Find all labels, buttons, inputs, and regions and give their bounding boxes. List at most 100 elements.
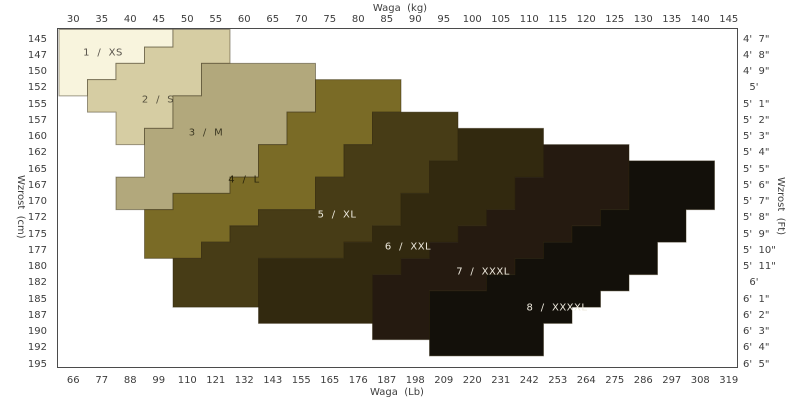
tick-ft-195: 6' 5": [743, 358, 770, 370]
tick-ft-157: 5' 2": [743, 114, 770, 126]
tick-kg-70: 70: [294, 14, 308, 25]
tick-cm-157: 157: [27, 114, 47, 126]
tick-lb-275: 275: [605, 375, 625, 386]
tick-kg-145: 145: [719, 14, 739, 25]
tick-cm-195: 195: [27, 358, 47, 370]
tick-lb-165: 165: [320, 375, 340, 386]
tick-cm-190: 190: [27, 326, 47, 337]
size-label-2: 2 / S: [141, 94, 175, 106]
tick-lb-308: 308: [690, 375, 710, 386]
tick-ft-175: 5' 9": [743, 228, 770, 240]
tick-cm-192: 192: [27, 342, 47, 354]
tick-ft-190: 6' 3": [743, 326, 770, 337]
size-label-3: 3 / M: [188, 127, 224, 139]
tick-lb-110: 110: [177, 375, 197, 386]
tick-lb-242: 242: [519, 375, 539, 386]
tick-ft-177: 5' 10": [743, 244, 776, 256]
tick-kg-30: 30: [66, 14, 80, 25]
tick-lb-66: 66: [66, 375, 80, 386]
tick-cm-162: 162: [27, 147, 47, 159]
tick-lb-132: 132: [234, 375, 254, 386]
axis-title-top: Waga (kg): [372, 3, 428, 14]
tick-lb-143: 143: [263, 375, 283, 386]
tick-kg-105: 105: [491, 14, 511, 25]
tick-kg-65: 65: [266, 14, 280, 25]
tick-ft-150: 4' 9": [743, 66, 770, 77]
axis-title-bottom: Waga (Lb): [370, 387, 424, 398]
tick-lb-220: 220: [462, 375, 482, 386]
tick-kg-135: 135: [662, 14, 682, 25]
tick-ft-155: 5' 1": [743, 98, 770, 110]
tick-lb-99: 99: [152, 375, 166, 386]
tick-ft-172: 5' 8": [743, 212, 770, 224]
axis-title-left: Wzrost (cm): [15, 175, 26, 239]
tick-cm-172: 172: [27, 212, 47, 224]
tick-cm-165: 165: [27, 163, 47, 175]
tick-ft-160: 5' 3": [743, 131, 770, 142]
tick-ft-145: 4' 7": [743, 33, 770, 45]
size-label-6: 6 / XXL: [384, 241, 432, 253]
tick-cm-182: 182: [27, 277, 47, 289]
tick-kg-35: 35: [95, 14, 109, 25]
tick-kg-75: 75: [323, 14, 337, 25]
tick-kg-115: 115: [548, 14, 568, 25]
tick-cm-155: 155: [27, 98, 47, 110]
tick-cm-170: 170: [27, 196, 47, 207]
tick-cm-177: 177: [27, 244, 47, 256]
tick-lb-209: 209: [434, 375, 454, 386]
tick-cm-185: 185: [27, 293, 47, 305]
tick-kg-55: 55: [209, 14, 223, 25]
tick-cm-145: 145: [27, 33, 47, 45]
tick-ft-180: 5' 11": [743, 261, 776, 272]
tick-ft-147: 4' 8": [743, 49, 770, 61]
tick-kg-50: 50: [180, 14, 194, 25]
tick-kg-120: 120: [576, 14, 596, 25]
tick-ft-162: 5' 4": [743, 147, 770, 159]
tick-cm-150: 150: [27, 66, 47, 77]
tick-kg-80: 80: [351, 14, 365, 25]
size-label-7: 7 / XXXL: [456, 266, 510, 278]
tick-kg-60: 60: [237, 14, 251, 25]
tick-kg-90: 90: [408, 14, 422, 25]
tick-ft-192: 6' 4": [743, 342, 770, 354]
size-label-4: 4 / L: [228, 174, 260, 186]
tick-kg-110: 110: [519, 14, 539, 25]
tick-lb-297: 297: [662, 375, 682, 386]
tick-kg-140: 140: [690, 14, 710, 25]
tick-ft-182: 6': [743, 277, 759, 289]
tick-cm-180: 180: [27, 261, 47, 272]
tick-kg-100: 100: [462, 14, 482, 25]
tick-kg-95: 95: [437, 14, 451, 25]
tick-cm-160: 160: [27, 131, 47, 142]
tick-kg-45: 45: [152, 14, 166, 25]
tick-lb-253: 253: [548, 375, 568, 386]
tick-cm-175: 175: [27, 228, 47, 240]
axis-title-right: Wzrost (Ft): [775, 176, 786, 236]
size-label-8: 8 / XXXXL: [526, 302, 588, 314]
tick-cm-147: 147: [27, 49, 47, 61]
tick-lb-121: 121: [206, 375, 226, 386]
tick-lb-88: 88: [123, 375, 137, 386]
tick-cm-152: 152: [27, 82, 47, 94]
size-label-5: 5 / XL: [317, 209, 357, 221]
tick-lb-264: 264: [576, 375, 596, 386]
tick-cm-167: 167: [27, 179, 47, 191]
tick-lb-176: 176: [348, 375, 368, 386]
tick-lb-187: 187: [377, 375, 397, 386]
tick-kg-85: 85: [380, 14, 394, 25]
tick-kg-125: 125: [605, 14, 625, 25]
tick-lb-231: 231: [491, 375, 511, 386]
tick-lb-198: 198: [405, 375, 425, 386]
size-label-1: 1 / XS: [83, 47, 123, 59]
tick-kg-40: 40: [123, 14, 137, 25]
tick-ft-187: 6' 2": [743, 309, 770, 321]
tick-ft-167: 5' 6": [743, 179, 770, 191]
tick-ft-152: 5': [743, 82, 759, 94]
tick-lb-286: 286: [633, 375, 653, 386]
tick-ft-165: 5' 5": [743, 163, 770, 175]
size-region-8: [429, 160, 715, 357]
tick-lb-319: 319: [719, 375, 739, 386]
tick-ft-185: 6' 1": [743, 293, 770, 305]
